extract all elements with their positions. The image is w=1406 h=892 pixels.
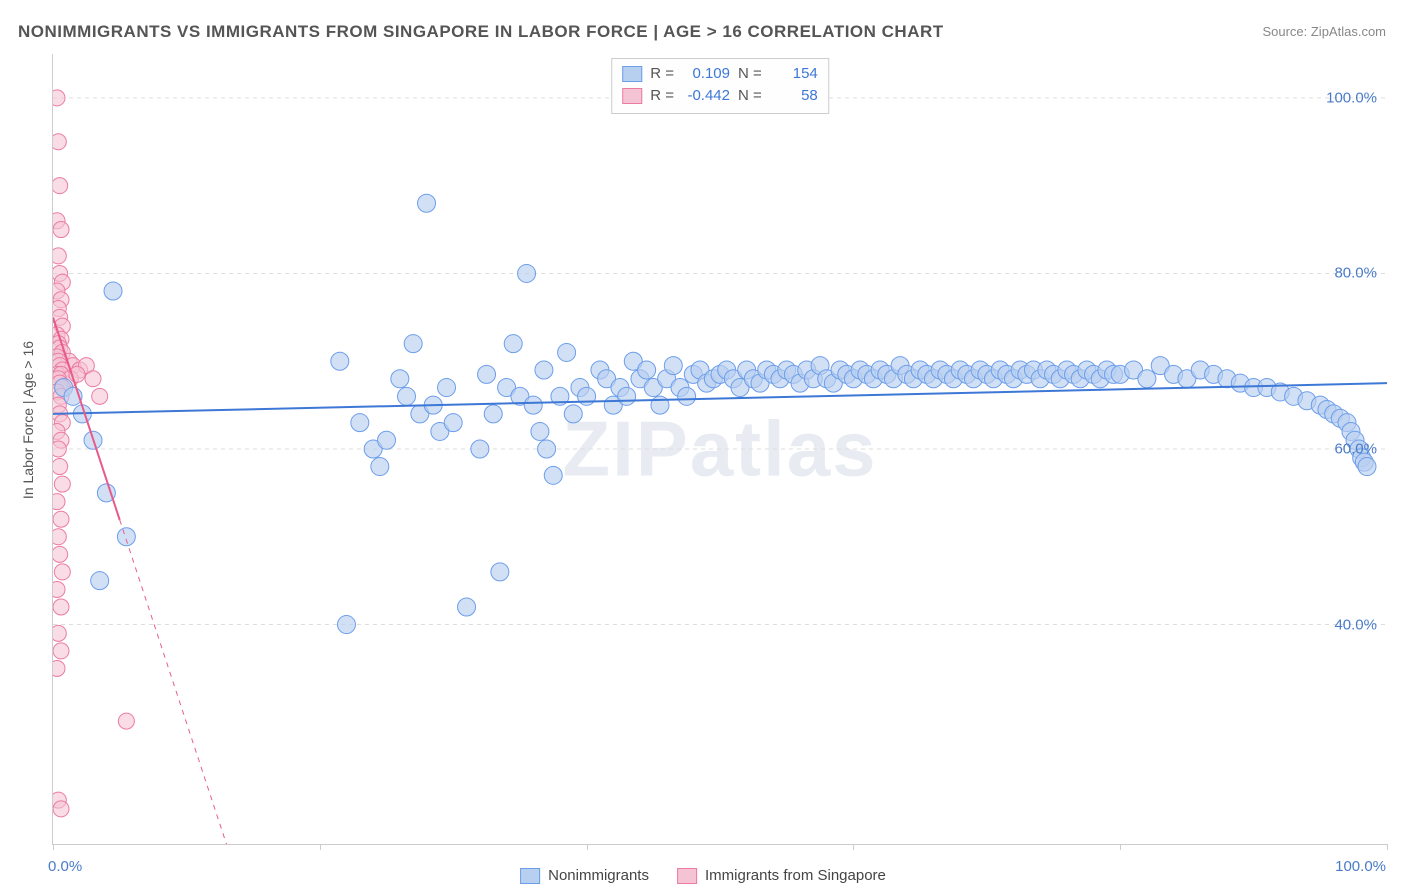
r-value: 0.109 [682,63,730,85]
x-tick [320,844,321,850]
y-tick-label: 80.0% [1334,265,1377,282]
legend-item-nonimmigrants: Nonimmigrants [520,867,649,884]
chart-plot-area: ZIPatlas R = 0.109 N = 154 R = -0.442 N … [52,54,1387,845]
x-axis-origin-label: 0.0% [48,858,82,875]
legend-label: Immigrants from Singapore [705,867,886,884]
r-label: R = [650,85,674,107]
x-tick [53,844,54,850]
n-label: N = [738,85,762,107]
swatch-pink-icon [677,868,697,884]
source-attribution: Source: ZipAtlas.com [1262,24,1386,39]
legend-item-immigrants: Immigrants from Singapore [677,867,886,884]
scatter-plot-svg [53,54,1387,844]
swatch-blue-icon [622,66,642,82]
legend-label: Nonimmigrants [548,867,649,884]
bottom-legend: Nonimmigrants Immigrants from Singapore [520,867,886,884]
n-value: 58 [770,85,818,107]
stats-legend-box: R = 0.109 N = 154 R = -0.442 N = 58 [611,58,829,114]
x-tick [1120,844,1121,850]
x-tick [587,844,588,850]
y-tick-label: 100.0% [1326,89,1377,106]
x-tick [1387,844,1388,850]
x-tick [853,844,854,850]
chart-title: NONIMMIGRANTS VS IMMIGRANTS FROM SINGAPO… [18,22,944,42]
swatch-blue-icon [520,868,540,884]
n-value: 154 [770,63,818,85]
stats-row-immigrants: R = -0.442 N = 58 [622,85,818,107]
y-axis-label: In Labor Force | Age > 16 [20,341,36,499]
r-label: R = [650,63,674,85]
y-tick-label: 60.0% [1334,441,1377,458]
swatch-pink-icon [622,88,642,104]
x-axis-end-label: 100.0% [1335,858,1386,875]
stats-row-nonimmigrants: R = 0.109 N = 154 [622,63,818,85]
y-tick-label: 40.0% [1334,616,1377,633]
r-value: -0.442 [682,85,730,107]
n-label: N = [738,63,762,85]
